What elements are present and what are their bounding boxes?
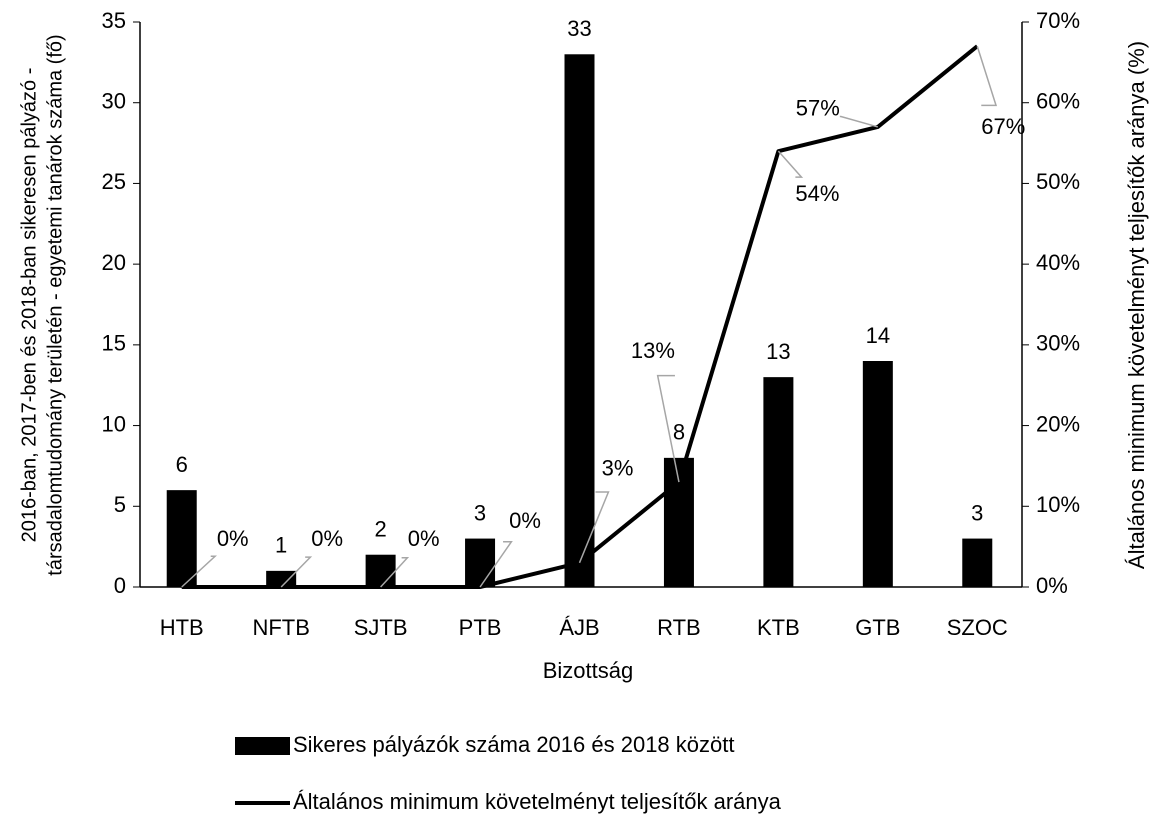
x-tick-label: NFTB (252, 615, 309, 640)
legend-label: Sikeres pályázók száma 2016 és 2018 közö… (293, 732, 734, 757)
leader-line (380, 556, 410, 588)
bar (763, 377, 794, 587)
y2-tick-label: 70% (1036, 8, 1080, 33)
bar-value-label: 3 (474, 500, 486, 525)
x-axis-label: Bizottság (543, 658, 634, 683)
line-value-label: 0% (217, 526, 249, 551)
bar (465, 538, 496, 587)
y-tick-label: 35 (102, 8, 126, 33)
bar (862, 361, 893, 587)
y-tick-label: 20 (102, 250, 126, 275)
bar (166, 490, 197, 587)
leader-line (976, 45, 998, 107)
y-tick-label: 30 (102, 89, 126, 114)
leader-line (656, 374, 680, 483)
legend-label: Általános minimum követelményt teljesítő… (293, 789, 782, 814)
line-value-label: 0% (509, 508, 541, 533)
bar-value-label: 3 (971, 500, 983, 525)
y2-axis-label: Általános minimum követelményt teljesítő… (1124, 41, 1149, 569)
bar (564, 54, 595, 588)
y-tick-label: 5 (114, 492, 126, 517)
x-tick-label: KTB (757, 615, 800, 640)
y-axis-label: társadalomtudomány területén - egyetemi … (44, 34, 66, 575)
x-tick-label: GTB (855, 615, 900, 640)
bar-value-label: 1 (275, 533, 287, 558)
x-tick-label: PTB (459, 615, 502, 640)
y2-tick-label: 0% (1036, 573, 1068, 598)
bar (266, 570, 297, 587)
y2-tick-label: 60% (1036, 89, 1080, 114)
line-value-label: 3% (602, 456, 634, 481)
y2-tick-label: 30% (1036, 331, 1080, 356)
line-value-label: 0% (311, 526, 343, 551)
line-value-label: 67% (981, 114, 1025, 139)
line-value-label: 54% (795, 181, 839, 206)
y2-tick-label: 10% (1036, 492, 1080, 517)
leader-line (280, 556, 313, 588)
x-tick-label: SJTB (354, 615, 408, 640)
y-axis-label: 2016-ban, 2017-ben és 2018-ban sikeresen… (18, 68, 40, 543)
leader-line (578, 491, 610, 564)
x-tick-label: ÁJB (559, 615, 599, 640)
bar (365, 554, 396, 587)
line-value-label: 13% (631, 338, 675, 363)
leader-line (777, 150, 804, 178)
x-tick-label: RTB (657, 615, 701, 640)
x-tick-label: SZOC (947, 615, 1008, 640)
line-value-label: 0% (408, 526, 440, 551)
y2-tick-label: 50% (1036, 169, 1080, 194)
y-tick-label: 25 (102, 169, 126, 194)
bar (962, 538, 993, 587)
bar-value-label: 13 (766, 339, 790, 364)
x-tick-label: HTB (160, 615, 204, 640)
y-tick-label: 15 (102, 331, 126, 356)
bar-value-label: 14 (866, 323, 890, 348)
y-tick-label: 0 (114, 573, 126, 598)
bar-value-label: 6 (176, 452, 188, 477)
leader-line (839, 115, 879, 128)
y-tick-label: 10 (102, 411, 126, 436)
line-value-label: 57% (796, 96, 840, 121)
bar-value-label: 8 (673, 420, 685, 445)
leader-line (479, 540, 513, 588)
y2-tick-label: 20% (1036, 411, 1080, 436)
y2-tick-label: 40% (1036, 250, 1080, 275)
legend-swatch (235, 737, 290, 755)
bar-value-label: 2 (374, 517, 386, 542)
leader-line (181, 555, 217, 588)
bar-value-label: 33 (567, 16, 591, 41)
